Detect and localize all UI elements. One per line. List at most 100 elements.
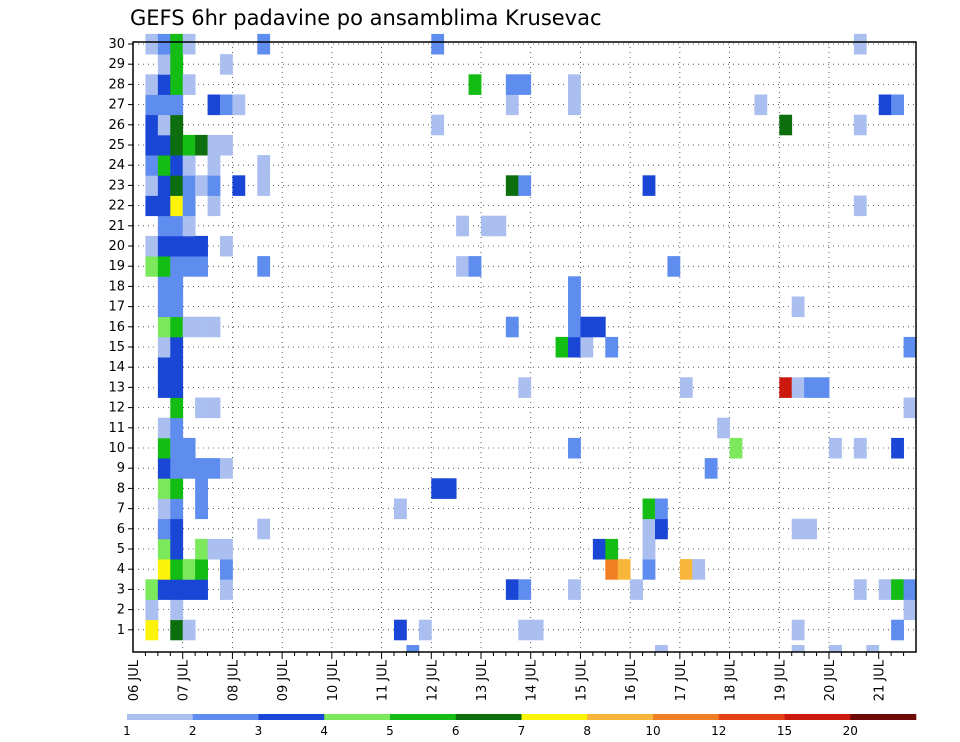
data-cell <box>232 94 246 116</box>
data-cell <box>157 559 171 580</box>
data-cell <box>182 155 196 176</box>
data-cell <box>195 256 208 277</box>
data-cell <box>207 458 221 479</box>
data-cell <box>170 235 184 257</box>
data-cell <box>195 498 208 520</box>
data-cell <box>170 357 184 378</box>
y-tick-label: 15 <box>108 340 125 355</box>
x-tick-label: 17 JUL <box>674 659 689 701</box>
data-cell <box>791 377 805 398</box>
x-tick-label: 08 JUL <box>226 659 241 701</box>
x-tick-label: 21 JUL <box>873 659 888 701</box>
data-cell <box>157 276 171 297</box>
data-cell <box>195 134 208 156</box>
data-cell <box>829 645 842 653</box>
data-cell <box>220 538 233 560</box>
colorbar-segment <box>258 714 325 720</box>
data-cell <box>568 336 581 358</box>
data-cell <box>530 619 544 641</box>
data-cell <box>493 215 507 237</box>
data-cell <box>170 276 184 297</box>
data-cell <box>195 235 208 257</box>
y-tick-label: 20 <box>108 239 125 254</box>
data-cell <box>655 518 668 540</box>
data-cell <box>145 155 159 176</box>
data-cell <box>195 316 208 338</box>
colorbar-label: 2 <box>189 724 197 738</box>
y-tick-label: 13 <box>108 380 125 395</box>
x-tick-label: 06 JUL <box>127 659 142 701</box>
data-cell <box>580 316 594 338</box>
data-cell <box>717 417 730 439</box>
x-tick-label: 12 JUL <box>425 659 440 701</box>
data-cell <box>505 579 519 600</box>
data-cell <box>170 377 184 398</box>
data-cell <box>195 478 208 499</box>
data-cell <box>170 579 184 600</box>
data-cell <box>145 195 159 217</box>
y-tick-label: 22 <box>108 199 125 214</box>
data-cell <box>170 518 184 540</box>
data-cell <box>170 498 184 520</box>
colorbar-segment <box>521 714 588 720</box>
data-cell <box>394 619 407 641</box>
y-tick-label: 14 <box>108 360 125 375</box>
y-tick-label: 10 <box>108 441 125 456</box>
data-cell <box>518 619 532 641</box>
data-cell <box>220 559 233 580</box>
y-tick-label: 3 <box>117 582 125 597</box>
data-cell <box>207 134 221 156</box>
data-cell <box>468 256 482 277</box>
colorbar-segment <box>390 714 457 720</box>
colorbar-segment <box>455 714 522 720</box>
data-cell <box>170 215 184 237</box>
data-cell <box>157 336 171 358</box>
data-cell <box>182 458 196 479</box>
data-cell <box>145 579 159 600</box>
data-cell <box>157 357 171 378</box>
colorbar-label: 4 <box>320 724 328 738</box>
data-cell <box>195 397 208 419</box>
data-cell <box>630 579 643 600</box>
data-cell <box>207 195 221 217</box>
data-cell <box>182 235 196 257</box>
data-cell <box>568 276 581 297</box>
data-cell <box>605 336 619 358</box>
data-cell <box>157 195 171 217</box>
x-tick-label: 15 JUL <box>574 659 589 701</box>
data-cell <box>456 256 469 277</box>
colorbar-label: 10 <box>645 724 660 738</box>
data-cell <box>170 316 184 338</box>
data-cell <box>791 296 805 318</box>
data-cell <box>182 215 196 237</box>
data-cells <box>145 33 917 653</box>
data-cell <box>170 437 184 459</box>
data-cell <box>170 538 184 560</box>
data-cell <box>157 538 171 560</box>
data-cell <box>568 296 581 318</box>
data-cell <box>207 397 221 419</box>
colorbar-segment <box>324 714 391 720</box>
data-cell <box>655 645 668 653</box>
data-cell <box>182 195 196 217</box>
data-cell <box>891 437 904 459</box>
y-tick-label: 7 <box>117 502 125 517</box>
data-cell <box>667 256 681 277</box>
data-cell <box>903 579 917 600</box>
data-cell <box>878 579 892 600</box>
data-cell <box>505 74 519 95</box>
colorbar-segment <box>127 714 194 720</box>
data-cell <box>170 559 184 580</box>
colorbar-label: 6 <box>452 724 460 738</box>
data-cell <box>754 94 768 116</box>
data-cell <box>195 559 208 580</box>
data-cell <box>145 74 159 95</box>
data-cell <box>170 478 184 499</box>
colorbar-label: 12 <box>711 724 726 738</box>
data-cell <box>518 175 532 196</box>
data-cell <box>170 155 184 176</box>
data-cell <box>220 235 233 257</box>
data-cell <box>195 579 208 600</box>
data-cell <box>580 336 594 358</box>
